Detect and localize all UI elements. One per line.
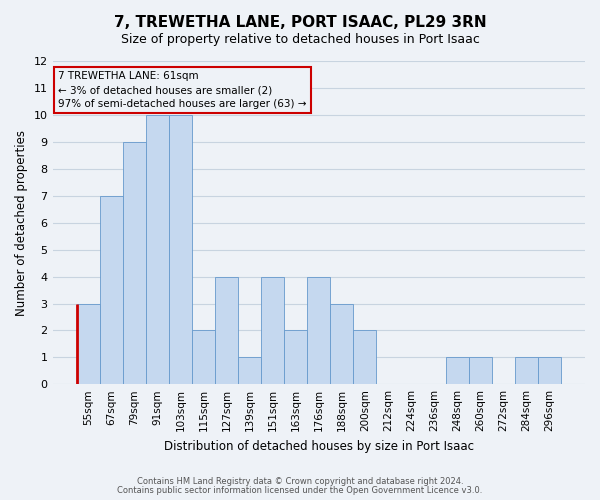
Bar [515,358,538,384]
Text: Contains HM Land Registry data © Crown copyright and database right 2024.: Contains HM Land Registry data © Crown c… [137,477,463,486]
Bar [77,304,100,384]
Text: Contains public sector information licensed under the Open Government Licence v3: Contains public sector information licen… [118,486,482,495]
Y-axis label: Number of detached properties: Number of detached properties [15,130,28,316]
Bar [123,142,146,384]
Bar [469,358,491,384]
Bar [169,116,192,384]
X-axis label: Distribution of detached houses by size in Port Isaac: Distribution of detached houses by size … [164,440,474,452]
Bar [538,358,561,384]
Text: 7, TREWETHA LANE, PORT ISAAC, PL29 3RN: 7, TREWETHA LANE, PORT ISAAC, PL29 3RN [113,15,487,30]
Bar [192,330,215,384]
Bar [330,304,353,384]
Bar [353,330,376,384]
Bar [307,276,330,384]
Bar [146,116,169,384]
Bar [446,358,469,384]
Bar [261,276,284,384]
Bar [100,196,123,384]
Text: 7 TREWETHA LANE: 61sqm
← 3% of detached houses are smaller (2)
97% of semi-detac: 7 TREWETHA LANE: 61sqm ← 3% of detached … [58,71,307,109]
Bar [284,330,307,384]
Bar [238,358,261,384]
Bar [215,276,238,384]
Text: Size of property relative to detached houses in Port Isaac: Size of property relative to detached ho… [121,32,479,46]
